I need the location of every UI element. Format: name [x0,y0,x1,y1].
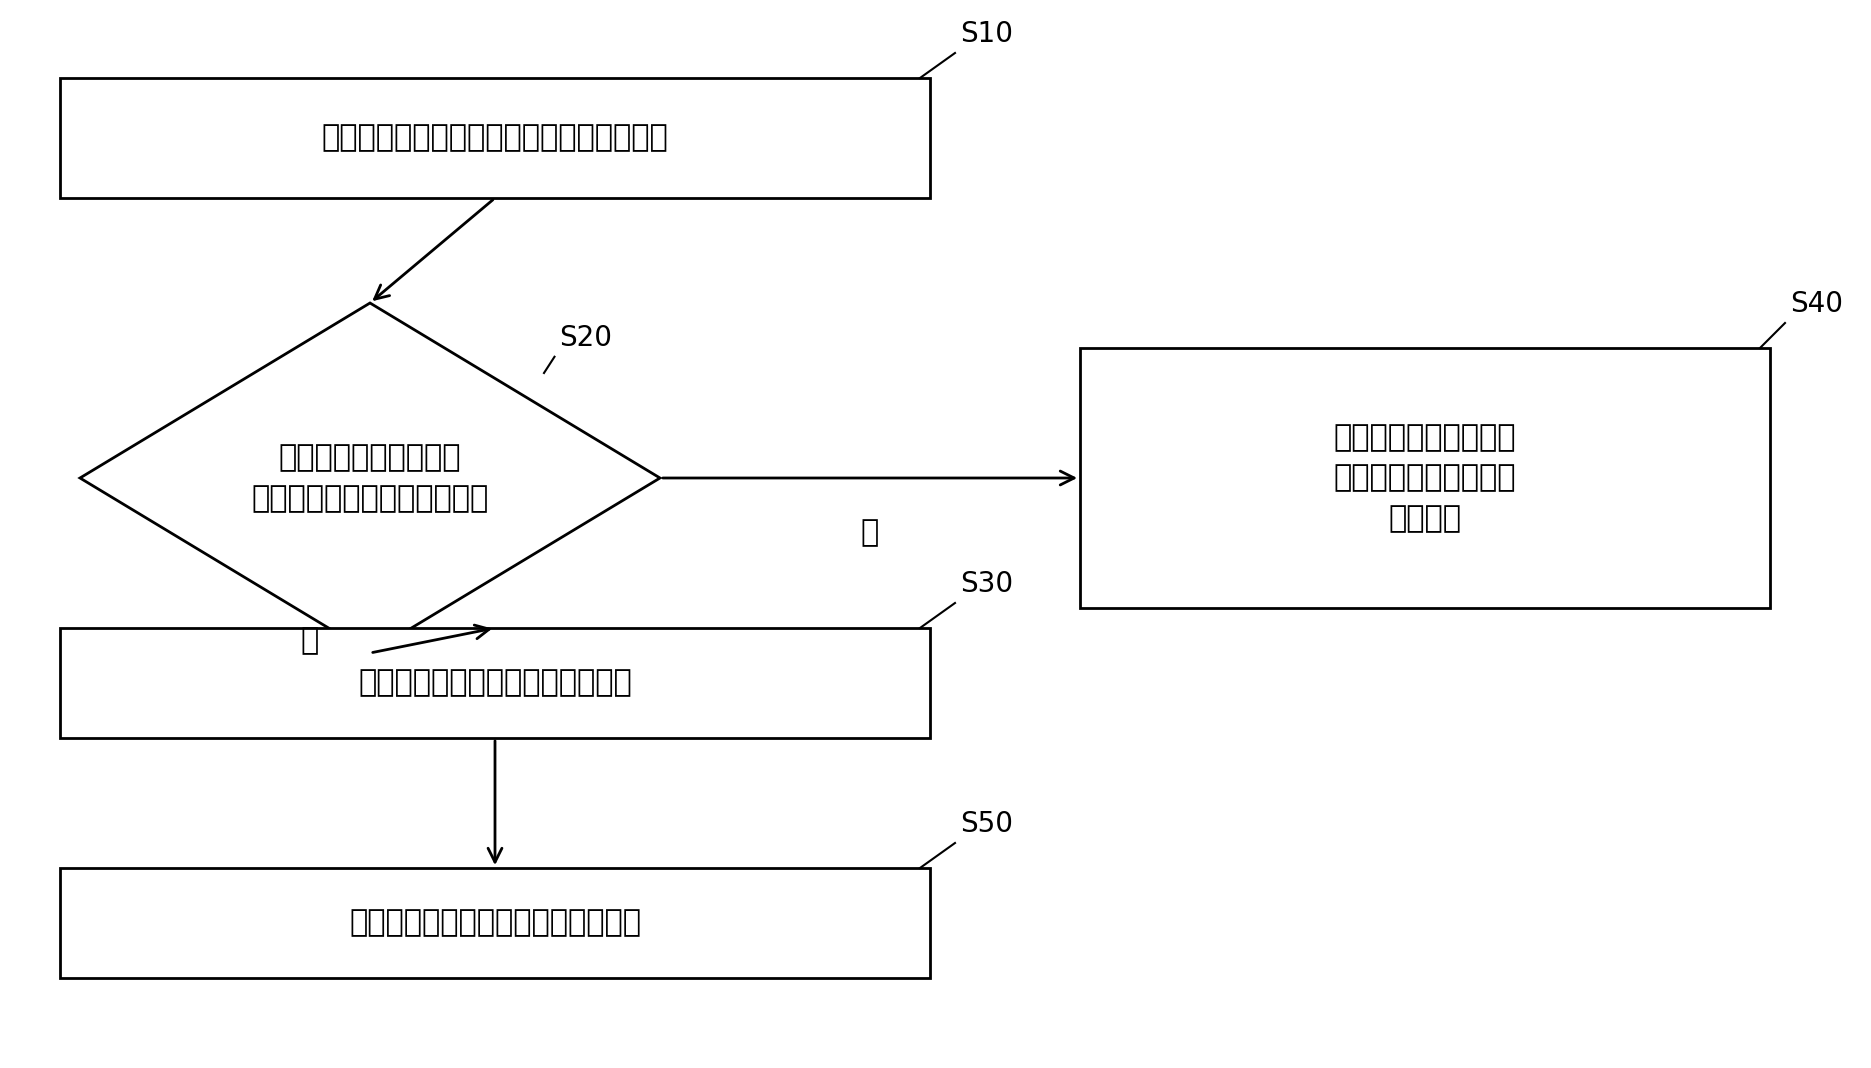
Text: 否: 否 [301,626,320,655]
Text: 检测第一刷新率与上一
帧对应的第二刷新率是否相同: 检测第一刷新率与上一 帧对应的第二刷新率是否相同 [251,443,488,513]
Text: S50: S50 [960,810,1012,838]
Text: 是: 是 [861,518,879,548]
Bar [60,868,930,978]
Text: S30: S30 [960,570,1012,598]
Text: S40: S40 [1791,290,1843,318]
Bar [60,628,930,738]
Text: 获取液晶显示面板当前帧对应的第一刷新率: 获取液晶显示面板当前帧对应的第一刷新率 [322,124,668,153]
Text: 基于显示当前帧的第二
驱动电压继续驱动液晶
显示面板: 基于显示当前帧的第二 驱动电压继续驱动液晶 显示面板 [1334,423,1516,533]
Text: 利用第一驱动电压驱动液晶显示面板: 利用第一驱动电压驱动液晶显示面板 [350,909,642,938]
Text: S20: S20 [559,324,612,351]
Polygon shape [80,303,660,653]
Text: 根据第一刷新率确定第一驱动电压: 根据第一刷新率确定第一驱动电压 [357,669,632,697]
Text: S10: S10 [960,20,1012,48]
Bar [1080,348,1770,608]
Bar [60,78,930,198]
